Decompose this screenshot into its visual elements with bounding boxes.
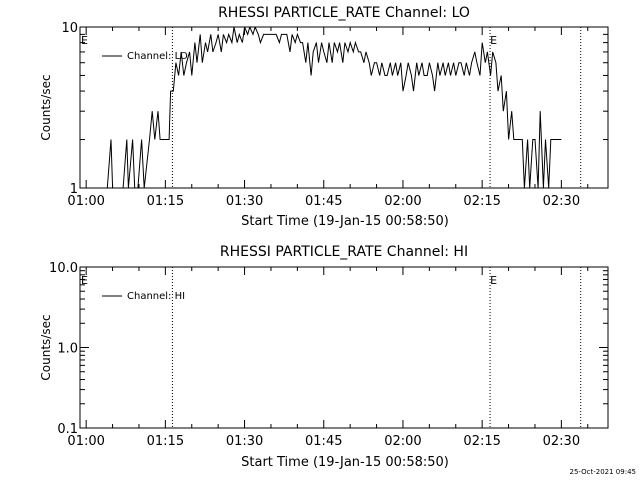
- event-marker-label: E: [81, 34, 88, 47]
- x-tick-label: 02:00: [384, 434, 421, 449]
- x-axis-label: Start Time (19-Jan-15 00:58:50): [241, 455, 449, 470]
- y-tick-label: 0.1: [57, 422, 78, 437]
- chart-title: RHESSI PARTICLE_RATE Channel: HI: [220, 244, 468, 260]
- chart-title: RHESSI PARTICLE_RATE Channel: LO: [218, 5, 470, 21]
- series-line-channel-lo: [106, 27, 562, 188]
- x-axis-label: Start Time (19-Jan-15 00:58:50): [241, 214, 449, 229]
- event-marker-label: E: [490, 274, 497, 287]
- x-tick-label: 02:00: [384, 194, 421, 209]
- x-tick-label: 01:15: [147, 434, 184, 449]
- x-tick-label: 01:00: [67, 434, 104, 449]
- x-tick-label: 02:15: [463, 194, 500, 209]
- x-tick-label: 02:15: [463, 434, 500, 449]
- x-tick-label: 01:45: [305, 434, 342, 449]
- y-tick-label: 1.0: [57, 342, 78, 357]
- event-marker-label: E: [81, 274, 88, 287]
- y-axis-label: Counts/sec: [39, 314, 53, 380]
- y-axis-label: Counts/sec: [39, 74, 53, 140]
- legend-entry: Channel: LO: [127, 51, 188, 62]
- chart-panel-0: RHESSI PARTICLE_RATE Channel: LO Start Ti…: [39, 5, 609, 229]
- chart-panel-1: RHESSI PARTICLE_RATE Channel: HI Start Ti…: [39, 244, 609, 470]
- y-tick-label: 1: [70, 182, 78, 197]
- x-tick-label: 01:15: [147, 194, 184, 209]
- x-tick-label: 02:30: [543, 194, 580, 209]
- x-tick-label: 01:45: [305, 194, 342, 209]
- plot-frame: [79, 26, 609, 189]
- x-tick-label: 02:30: [543, 434, 580, 449]
- x-tick-label: 01:30: [226, 194, 263, 209]
- legend-entry: Channel: HI: [127, 291, 185, 302]
- y-tick-label: 10: [61, 21, 78, 36]
- x-tick-label: 01:30: [226, 434, 263, 449]
- footer-timestamp: 25-Oct-2021 09:45: [570, 468, 636, 476]
- y-tick-label: 10.0: [49, 261, 78, 276]
- event-marker-label: E: [490, 34, 497, 47]
- x-tick-label: 01:00: [67, 194, 104, 209]
